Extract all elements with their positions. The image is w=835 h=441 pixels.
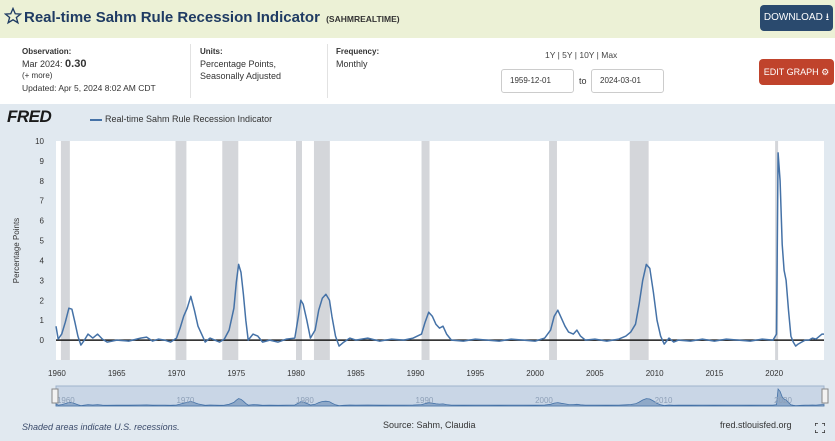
recession-note: Shaded areas indicate U.S. recessions. [22, 422, 180, 432]
frequency-value: Monthly [336, 59, 368, 69]
y-tick-label: 1 [40, 316, 45, 325]
units-line1: Percentage Points, [200, 59, 277, 69]
y-tick-label: 7 [40, 197, 45, 206]
y-axis-label: Percentage Points [12, 218, 21, 283]
updated-text: Updated: Apr 5, 2024 8:02 AM CDT [22, 83, 156, 93]
page-title: Real-time Sahm Rule Recession Indicator … [24, 9, 400, 26]
units-block: Units: Percentage Points, Seasonally Adj… [200, 46, 281, 82]
recession-band [296, 141, 302, 360]
observation-date: Mar 2024: [22, 59, 63, 69]
gear-icon: ⚙ [821, 67, 830, 77]
y-tick-label: 9 [40, 157, 45, 166]
header-bar: Real-time Sahm Rule Recession Indicator … [0, 0, 835, 38]
navigator-tick-label: 1980 [296, 396, 314, 405]
x-tick-label: 1960 [48, 369, 66, 378]
start-date-input[interactable]: 1959-12-01 [501, 69, 574, 93]
x-tick-label: 1990 [407, 369, 425, 378]
y-tick-label: 8 [40, 177, 45, 186]
navigator-tick-label: 2010 [655, 396, 673, 405]
end-date-input[interactable]: 2024-03-01 [591, 69, 664, 93]
download-icon: ⭳ [825, 12, 830, 23]
series-line [55, 152, 824, 347]
x-tick-label: 1965 [108, 369, 126, 378]
edit-graph-button[interactable]: EDIT GRAPH ⚙ [759, 59, 834, 85]
recession-band [175, 141, 187, 360]
x-tick-label: 1985 [347, 369, 365, 378]
x-tick-label: 2005 [586, 369, 604, 378]
recession-band [313, 141, 330, 360]
more-link[interactable]: (+ more) [22, 71, 53, 80]
observation-label: Observation: [22, 47, 72, 56]
y-tick-label: 10 [35, 137, 44, 146]
x-tick-label: 2000 [526, 369, 544, 378]
observation-block: Observation: Mar 2024: 0.30 (+ more) Upd… [22, 46, 156, 94]
x-tick-label: 1980 [287, 369, 305, 378]
navigator-handle-left[interactable] [51, 388, 59, 404]
series-id: (SAHMREALTIME) [326, 14, 400, 24]
fullscreen-icon[interactable] [815, 423, 825, 433]
y-tick-label: 4 [40, 256, 45, 265]
site-link[interactable]: fred.stlouisfed.org [720, 420, 792, 430]
download-button[interactable]: DOWNLOAD ⭳ [760, 5, 833, 31]
y-tick-label: 2 [40, 296, 45, 305]
divider [190, 44, 191, 98]
series-title: Real-time Sahm Rule Recession Indicator [24, 9, 320, 26]
range-selector[interactable]: 1Y | 5Y | 10Y | Max [545, 50, 618, 60]
observation-row: Mar 2024: 0.30 [22, 58, 156, 70]
x-tick-label: 2010 [646, 369, 664, 378]
frequency-block: Frequency: Monthly [336, 46, 379, 70]
to-label: to [579, 76, 587, 86]
frequency-label: Frequency: [336, 47, 380, 56]
navigator-series [55, 388, 825, 407]
series-meta: Observation: Mar 2024: 0.30 (+ more) Upd… [0, 38, 835, 104]
units-line2: Seasonally Adjusted [200, 71, 282, 81]
star-icon[interactable] [4, 7, 22, 25]
recession-band [549, 141, 557, 360]
legend-swatch [90, 118, 102, 121]
observation-value: 0.30 [65, 58, 87, 70]
navigator-tick-label: 1990 [416, 396, 434, 405]
download-label: DOWNLOAD [763, 12, 823, 23]
chart-legend: Real-time Sahm Rule Recession Indicator [90, 114, 272, 124]
recession-band [60, 141, 70, 360]
y-tick-label: 6 [40, 217, 45, 226]
x-tick-label: 1975 [227, 369, 245, 378]
navigator-tick-label: 1970 [176, 396, 194, 405]
edit-graph-label: EDIT GRAPH [763, 67, 819, 77]
navigator-background [55, 385, 825, 407]
x-tick-label: 2020 [765, 369, 783, 378]
navigator-tick-label: 2020 [774, 396, 792, 405]
chart-svg: 0 1 2 3 4 5 6 7 8 9 10 Percentage Points 1960 1965 197… [12, 137, 829, 407]
units-label: Units: [200, 47, 223, 56]
x-tick-label: 1970 [168, 369, 186, 378]
y-tick-label: 0 [40, 336, 45, 345]
navigator-tick-label: 2000 [535, 396, 553, 405]
fred-logo[interactable]: FRED [7, 107, 52, 126]
source-text[interactable]: Source: Sahm, Claudia [383, 420, 476, 430]
x-tick-label: 2015 [705, 369, 723, 378]
recession-band [629, 141, 649, 360]
y-tick-label: 5 [40, 237, 45, 246]
divider [327, 44, 328, 98]
navigator-handle-right[interactable] [821, 388, 829, 404]
recession-band [421, 141, 430, 360]
y-tick-label: 3 [40, 276, 45, 285]
navigator-tick-label: 1960 [57, 396, 75, 405]
legend-label: Real-time Sahm Rule Recession Indicator [105, 114, 273, 124]
x-tick-label: 1995 [466, 369, 484, 378]
